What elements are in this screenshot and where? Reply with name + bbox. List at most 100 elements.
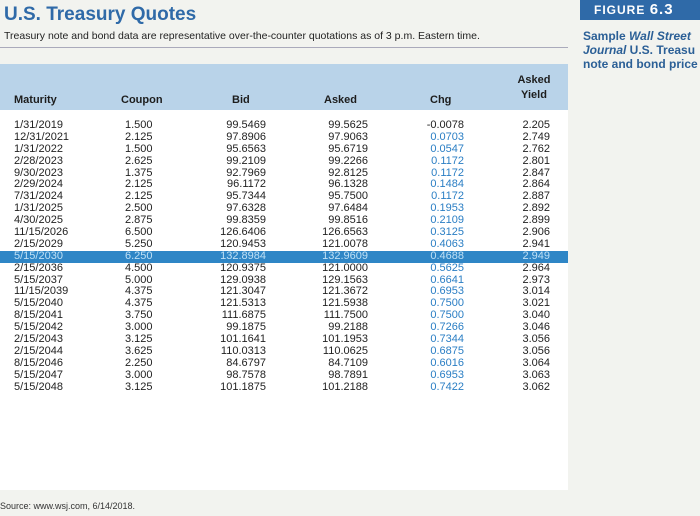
asked-cell: 96.1328	[328, 178, 368, 191]
change-cell: 0.7266	[430, 321, 464, 334]
maturity-cell: 5/15/2030	[14, 249, 63, 262]
asked-cell: 99.8516	[328, 214, 368, 227]
bid-cell: 101.1875	[220, 380, 266, 393]
change-cell: 0.0547	[430, 142, 464, 155]
change-cell: 0.1172	[431, 166, 464, 179]
caption-line1-italic: Wall Street	[629, 29, 691, 43]
bid-cell: 99.1875	[226, 321, 266, 334]
change-cell: 0.6641	[430, 273, 464, 286]
table-body: 1/31/2019 1.500 99.5469 99.5625 -0.0078 2.205…	[0, 119, 568, 393]
bid-cell: 121.3047	[220, 285, 266, 298]
coupon-cell: 1.500	[125, 142, 153, 155]
coupon-cell: 3.125	[125, 333, 153, 346]
asked-cell: 101.1953	[322, 333, 368, 346]
bid-cell: 111.6875	[221, 309, 266, 322]
maturity-cell: 2/15/2044	[14, 344, 63, 357]
change-cell: 0.6875	[430, 344, 464, 357]
asked-cell: 95.6719	[328, 142, 368, 155]
asked-cell: 101.2188	[322, 380, 368, 393]
table-subtitle: Treasury note and bond data are represen…	[4, 30, 480, 42]
table-row: 5/15/2037 5.000 129.0938 129.1563 0.6641 2.97…	[0, 273, 568, 287]
asked-cell: 110.0625	[322, 344, 368, 357]
asked-cell: 121.0078	[322, 237, 368, 250]
table-row: 5/15/2042 3.000 99.1875 99.2188 0.7266 3.046	[0, 321, 568, 334]
bid-cell: 95.7344	[226, 190, 266, 203]
maturity-cell: 8/15/2046	[14, 356, 63, 369]
table-row: 5/15/2030 6.250 132.8984 132.9609 0.4688 2.94…	[0, 249, 568, 263]
caption-line3: note and bond price	[583, 57, 698, 71]
change-cell: 0.6016	[430, 356, 464, 369]
coupon-cell: 2.625	[125, 154, 153, 167]
table-row: 1/31/2025 2.500 97.6328 97.6484 0.1953 2.892	[0, 202, 568, 215]
table-row: 12/31/2021 2.125 97.8906 97.9063 0.0703 2.749	[0, 130, 568, 144]
figure-caption: Sample Wall Street Journal U.S. Treasu n…	[583, 29, 700, 71]
coupon-cell: 3.750	[125, 309, 153, 322]
bid-cell: 98.7578	[226, 368, 266, 381]
coupon-cell: 2.875	[125, 214, 153, 227]
asked-cell: 121.3672	[322, 285, 368, 298]
change-cell: 0.7500	[430, 297, 464, 310]
treasury-quotes-table: Maturity Coupon Bid Asked Chg Asked Yiel…	[0, 64, 568, 490]
yield-cell: 2.973	[522, 273, 550, 286]
yield-cell: 2.887	[522, 190, 550, 203]
table-row: 1/31/2022 1.500 95.6563 95.6719 0.0547 2.762	[0, 142, 568, 156]
bid-cell: 121.5313	[220, 297, 266, 310]
yield-cell: 2.949	[522, 249, 550, 262]
change-cell: 0.1953	[430, 202, 464, 215]
bid-cell: 99.2109	[226, 154, 266, 167]
bid-cell: 95.6563	[226, 142, 266, 155]
yield-cell: 2.892	[522, 202, 550, 215]
caption-line2-italic: Journal	[583, 43, 627, 57]
asked-cell: 99.5625	[328, 119, 368, 131]
bid-cell: 99.5469	[226, 119, 266, 131]
maturity-cell: 5/15/2037	[14, 273, 63, 286]
change-cell: 0.0703	[430, 130, 464, 143]
caption-line2-rest: U.S. Treasu	[626, 43, 696, 57]
yield-cell: 3.062	[522, 380, 550, 393]
coupon-cell: 3.000	[125, 321, 153, 334]
table-row: 8/15/2041 3.750 111.6875 111.7500 0.7500 3.04…	[0, 309, 568, 322]
maturity-cell: 2/29/2024	[14, 178, 63, 191]
asked-cell: 99.2188	[328, 321, 368, 334]
table-row: 2/15/2043 3.125 101.1641 101.1953 0.7344 3.05…	[0, 333, 568, 346]
asked-cell: 132.9609	[322, 249, 368, 262]
coupon-cell: 2.125	[125, 178, 153, 191]
yield-cell: 2.762	[522, 142, 550, 155]
bid-cell: 97.6328	[226, 202, 266, 215]
asked-cell: 129.1563	[322, 273, 368, 286]
maturity-cell: 8/15/2041	[14, 309, 63, 322]
coupon-cell: 4.375	[125, 297, 153, 310]
table-row: 8/15/2046 2.250 84.6797 84.7109 0.6016 3.064	[0, 356, 568, 370]
header-yield-line1: Asked	[517, 74, 551, 86]
bid-cell: 126.6406	[220, 226, 266, 239]
coupon-cell: 2.250	[125, 356, 153, 369]
change-cell: 0.7344	[430, 333, 464, 346]
bid-cell: 92.7969	[226, 166, 266, 179]
change-cell: 0.6953	[430, 368, 464, 381]
maturity-cell: 4/30/2025	[14, 214, 63, 227]
table-row: 11/15/2026 6.500 126.6406 126.6563 0.3125 2.9…	[0, 226, 568, 239]
bid-cell: 132.8984	[220, 249, 266, 262]
table-row: 9/30/2023 1.375 92.7969 92.8125 0.1172 2.847	[0, 166, 568, 180]
maturity-cell: 2/28/2023	[14, 154, 63, 167]
coupon-cell: 3.125	[125, 380, 153, 393]
asked-cell: 121.5938	[322, 297, 368, 310]
coupon-cell: 2.125	[125, 130, 153, 143]
maturity-cell: 9/30/2023	[14, 166, 63, 179]
change-cell: 0.1172	[431, 154, 464, 167]
maturity-cell: 5/15/2042	[14, 321, 63, 334]
maturity-cell: 12/31/2021	[14, 130, 70, 143]
yield-cell: 2.864	[522, 178, 550, 191]
change-cell: 0.2109	[430, 214, 464, 227]
asked-cell: 99.2266	[328, 154, 368, 167]
table-row: 5/15/2040 4.375 121.5313 121.5938 0.7500 3.02…	[0, 297, 568, 310]
table-row: 7/31/2024 2.125 95.7344 95.7500 0.1172 2.887	[0, 190, 568, 203]
change-cell: -0.0078	[426, 119, 464, 131]
header-asked: Asked	[324, 94, 358, 106]
yield-cell: 2.847	[522, 166, 550, 179]
figure-label-word: FIGURE	[594, 3, 646, 17]
change-cell: 0.7422	[430, 380, 464, 393]
asked-cell: 92.8125	[328, 166, 368, 179]
yield-cell: 2.205	[522, 119, 550, 131]
change-cell: 0.4063	[430, 237, 464, 250]
